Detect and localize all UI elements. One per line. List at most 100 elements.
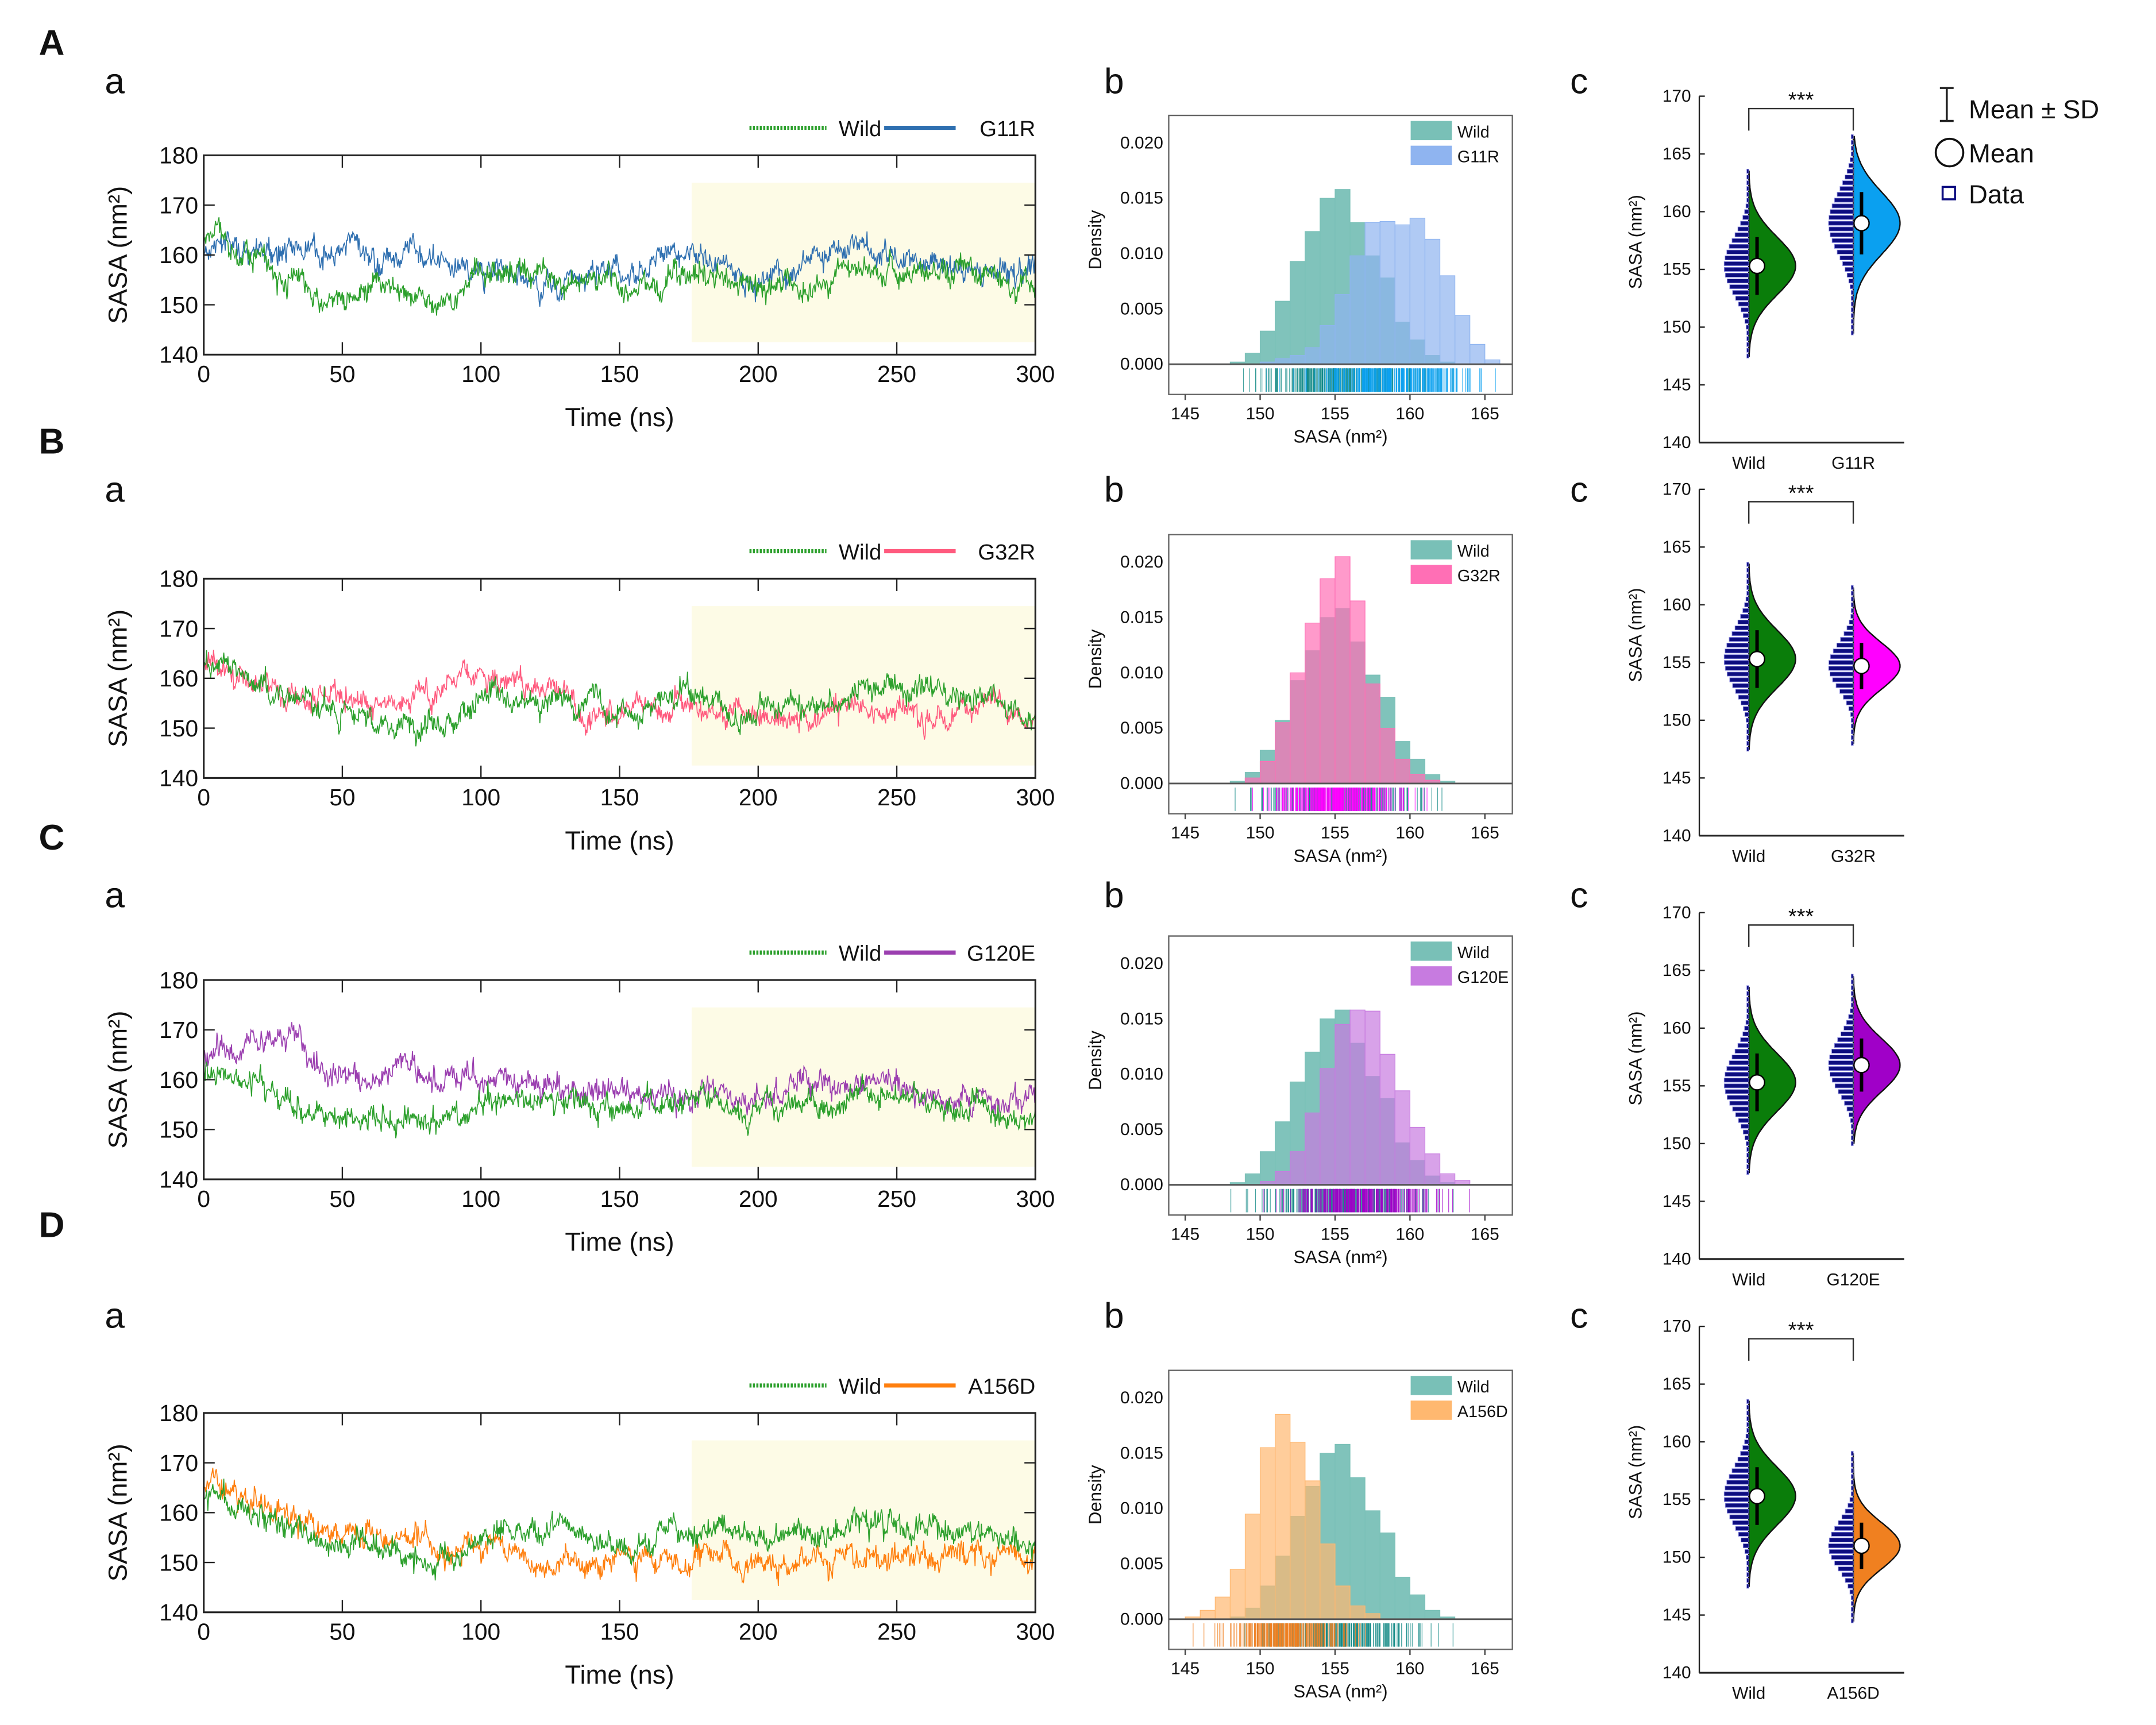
wild-data-point xyxy=(1731,631,1749,636)
y-tick-label: 145 xyxy=(1663,1192,1691,1211)
y-tick-label: 0.015 xyxy=(1120,608,1163,627)
wild-data-point xyxy=(1746,330,1749,335)
mutant-histogram-bar xyxy=(1470,344,1486,365)
mutant-histogram-bar xyxy=(1305,1480,1321,1620)
wild-data-point xyxy=(1742,313,1749,318)
mutant-histogram-bar xyxy=(1439,1173,1456,1186)
x-tick-label: 50 xyxy=(329,361,355,387)
mutant-data-point xyxy=(1849,619,1854,625)
wild-data-point xyxy=(1732,290,1749,295)
y-tick-label: 0.015 xyxy=(1120,189,1163,208)
y-tick-label: 0.000 xyxy=(1120,1175,1163,1194)
wild-data-point xyxy=(1723,261,1749,267)
y-tick-label: 180 xyxy=(159,1400,198,1426)
wild-data-point xyxy=(1744,319,1749,324)
subpanel-label-a: a xyxy=(105,1296,125,1336)
mutant-data-point xyxy=(1850,1124,1854,1129)
y-axis-label: Density xyxy=(1085,1465,1105,1525)
legend-mutant-label: G11R xyxy=(979,117,1035,141)
x-tick-label: 200 xyxy=(739,784,778,811)
legend-sd-label: Mean ± SD xyxy=(1969,95,2099,124)
mutant-data-point xyxy=(1848,279,1854,284)
wild-data-point xyxy=(1731,1055,1749,1060)
mutant-data-point xyxy=(1831,1048,1854,1054)
y-tick-label: 170 xyxy=(1663,87,1691,106)
y-tick-label: 0.020 xyxy=(1120,133,1163,152)
panel-letter: A xyxy=(39,24,65,63)
wild-data-point xyxy=(1746,1014,1749,1019)
panel-letter: B xyxy=(39,422,65,462)
mutant-data-point xyxy=(1842,180,1854,186)
y-tick-label: 155 xyxy=(1663,653,1691,672)
x-tick-label: 0 xyxy=(197,784,210,811)
wild-histogram-bar xyxy=(1244,1173,1261,1186)
wild-data-point xyxy=(1734,232,1749,237)
mutant-data-point xyxy=(1830,672,1854,677)
mutant-data-point xyxy=(1850,1451,1854,1456)
wild-histogram-bar xyxy=(1409,1594,1426,1620)
wild-violin xyxy=(1748,564,1796,750)
mutant-data-point xyxy=(1850,712,1854,717)
x-tick-label-mutant: G32R xyxy=(1831,847,1876,866)
x-tick-label: 160 xyxy=(1395,1225,1424,1244)
y-axis-label: SASA (nm²) xyxy=(103,609,133,747)
x-tick-label: 155 xyxy=(1321,1225,1349,1244)
x-tick-label: 250 xyxy=(877,784,916,811)
y-tick-label: 0.020 xyxy=(1120,553,1163,572)
mutant-series-line xyxy=(203,230,1036,307)
y-tick-label: 140 xyxy=(159,342,198,368)
wild-data-point xyxy=(1729,284,1749,290)
mutant-data-point xyxy=(1845,1508,1854,1514)
mutant-data-point xyxy=(1833,649,1854,654)
wild-data-point xyxy=(1731,1468,1749,1473)
wild-series-line xyxy=(203,650,1036,747)
wild-data-point xyxy=(1746,985,1749,990)
wild-data-point xyxy=(1746,186,1749,191)
legend-wild-swatch xyxy=(1410,121,1452,141)
mutant-data-point xyxy=(1846,272,1854,278)
mutant-data-point xyxy=(1834,1083,1854,1089)
wild-histogram-bar xyxy=(1394,1576,1410,1620)
y-tick-label: 170 xyxy=(1663,480,1691,499)
mutant-data-point xyxy=(1850,319,1854,324)
wild-histogram-bar xyxy=(1305,231,1321,365)
mutant-data-point xyxy=(1850,1135,1854,1140)
wild-data-point xyxy=(1729,1060,1749,1066)
y-tick-label: 155 xyxy=(1663,1490,1691,1509)
wild-data-point xyxy=(1735,296,1749,301)
mutant-data-point xyxy=(1850,1468,1854,1473)
wild-data-point xyxy=(1729,1474,1749,1479)
mutant-data-point xyxy=(1850,974,1854,979)
mutant-data-point xyxy=(1849,1112,1854,1117)
y-tick-label: 145 xyxy=(1663,376,1691,395)
wild-series-line xyxy=(203,217,1036,316)
legend-wild-label: Wild xyxy=(839,540,881,565)
wild-data-point xyxy=(1746,747,1749,752)
legend-mutant-label: G32R xyxy=(1457,567,1501,585)
wild-data-point xyxy=(1729,244,1749,249)
mutant-data-point xyxy=(1837,192,1854,197)
mutant-histogram-bar xyxy=(1364,222,1380,365)
mutant-histogram-bar xyxy=(1229,1569,1246,1620)
mutant-data-point xyxy=(1850,1118,1854,1123)
equilibrium-region xyxy=(691,1440,1036,1600)
mutant-data-point xyxy=(1828,1543,1854,1549)
wild-data-point xyxy=(1725,1503,1749,1508)
x-tick-label: 50 xyxy=(329,1619,355,1645)
wild-data-point xyxy=(1738,1531,1749,1537)
subpanel-label-c: c xyxy=(1570,1296,1588,1336)
wild-data-point xyxy=(1745,1433,1749,1439)
mutant-histogram-bar xyxy=(1349,1009,1366,1186)
y-tick-label: 150 xyxy=(159,715,198,742)
legend-mutant-swatch xyxy=(1410,565,1452,584)
mutant-histogram-bar xyxy=(1244,777,1261,784)
wild-data-point xyxy=(1746,1399,1749,1404)
mutant-histogram-bar xyxy=(1394,1090,1410,1186)
mutant-histogram-bar xyxy=(1244,1514,1261,1620)
wild-data-point xyxy=(1738,1118,1749,1123)
x-tick-label: 300 xyxy=(1016,1619,1055,1645)
wild-data-point xyxy=(1734,1048,1749,1054)
y-tick-label: 150 xyxy=(1663,1548,1691,1567)
wild-data-point xyxy=(1746,1002,1749,1008)
sd-legend-icon xyxy=(1939,87,1954,122)
